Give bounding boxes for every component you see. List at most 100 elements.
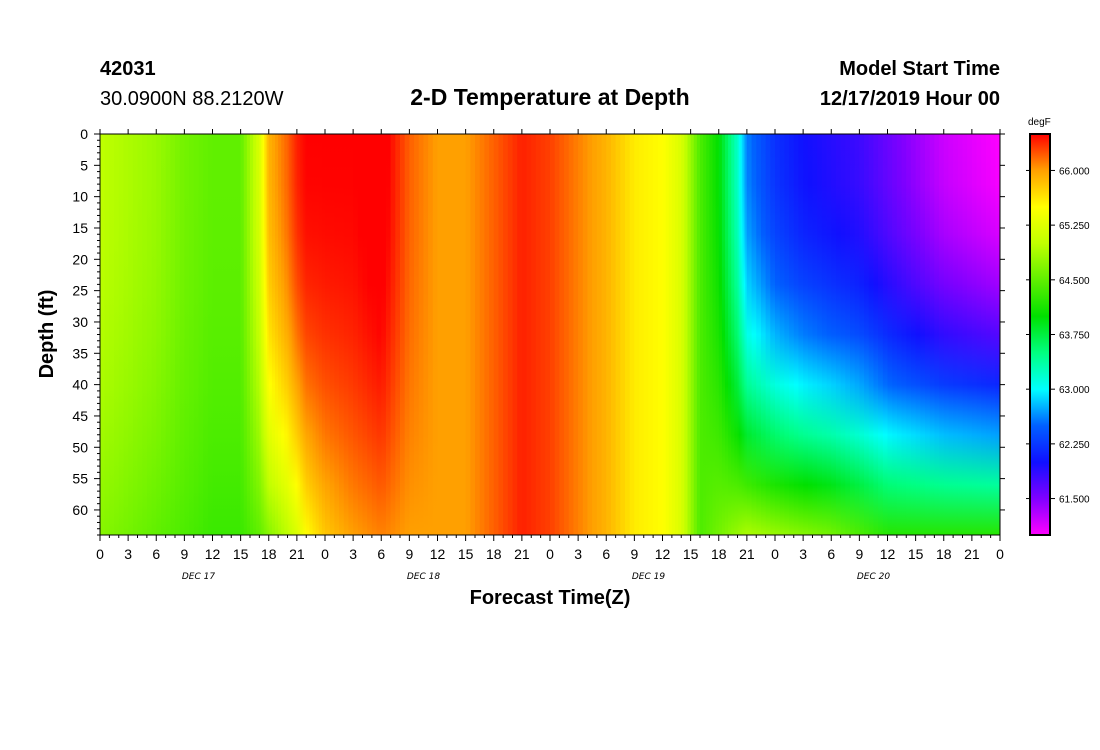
x-axis: 0 3 6 9 12 15 18 21 0 3 6 9 12 15 18 21 0 3 6 9 12 15 18 21 0 3 6 9… bbox=[96, 129, 1004, 562]
heatmap-cell bbox=[587, 134, 593, 535]
heatmap-cell bbox=[296, 134, 300, 535]
colorbar-tick-label: 62.250 bbox=[1059, 440, 1090, 451]
heatmap-cell bbox=[985, 134, 992, 535]
heatmap-cell bbox=[475, 134, 481, 535]
heatmap-cell bbox=[615, 134, 621, 535]
heatmap-cell bbox=[976, 134, 982, 535]
heatmap-cell bbox=[971, 134, 978, 535]
heatmap-cell bbox=[578, 134, 584, 535]
heatmap-cell bbox=[446, 134, 453, 535]
heatmap-cell bbox=[325, 134, 331, 535]
heatmap-cell bbox=[981, 134, 987, 535]
x-tick-label: 9 bbox=[180, 546, 188, 562]
heatmap-cell bbox=[175, 134, 181, 535]
x-tick-label: 15 bbox=[908, 546, 924, 562]
heatmap-cell bbox=[409, 134, 415, 535]
x-tick-label: 3 bbox=[349, 546, 357, 562]
heatmap-cell bbox=[742, 134, 745, 535]
heatmap-cell bbox=[601, 134, 607, 535]
y-axis: 0 5 10 15 20 25 30 35 40 45 50 55 60 bbox=[72, 126, 1005, 536]
heatmap-cell bbox=[831, 134, 837, 535]
date-label: DEC 17 bbox=[182, 572, 215, 582]
x-tick-label: 18 bbox=[936, 546, 952, 562]
heatmap-cell bbox=[268, 134, 273, 535]
x-tick-label: 3 bbox=[574, 546, 582, 562]
heatmap-cell bbox=[271, 134, 276, 535]
heatmap-cell bbox=[826, 134, 832, 535]
heatmap-cell bbox=[868, 134, 875, 535]
heatmap-cell bbox=[639, 134, 645, 535]
heatmap-cell bbox=[217, 134, 223, 535]
heatmap-cell bbox=[606, 134, 612, 535]
y-tick-label: 15 bbox=[72, 220, 88, 236]
heatmap-cell bbox=[231, 134, 237, 535]
heatmap-cell bbox=[193, 134, 200, 535]
colorbar-ticks: 61.500 62.250 63.000 63.750 64.500 65.250 66.0… bbox=[1026, 166, 1090, 506]
x-tick-label: 21 bbox=[739, 546, 755, 562]
heatmap-cell bbox=[671, 134, 676, 535]
heatmap-cell bbox=[690, 134, 695, 535]
heatmap-cell bbox=[789, 134, 795, 535]
y-axis-title: Depth (ft) bbox=[36, 290, 58, 379]
heatmap-cell bbox=[854, 134, 860, 535]
heatmap-cell bbox=[312, 134, 317, 535]
heatmap-cell bbox=[756, 134, 762, 535]
heatmap-cell bbox=[798, 134, 804, 535]
heatmap-cell bbox=[715, 134, 720, 535]
heatmap-cell bbox=[428, 134, 434, 535]
heatmap-cell bbox=[303, 134, 306, 535]
heatmap-cell bbox=[306, 134, 310, 535]
heatmap-cell bbox=[300, 134, 303, 535]
colorbar-scale bbox=[1029, 133, 1051, 536]
heatmap-cell bbox=[203, 134, 209, 535]
x-tick-label: 18 bbox=[711, 546, 727, 562]
heatmap-cell bbox=[962, 134, 968, 535]
station-location: 30.0900N 88.2120W bbox=[100, 88, 284, 110]
heatmap-cell bbox=[545, 134, 551, 535]
heatmap-cell bbox=[517, 134, 523, 535]
x-tick-label: 6 bbox=[827, 546, 835, 562]
heatmap-cell bbox=[512, 134, 518, 535]
heatmap-cell bbox=[725, 134, 729, 535]
y-tick-label: 45 bbox=[72, 408, 88, 424]
heatmap-cell bbox=[939, 134, 945, 535]
heatmap-cell bbox=[526, 134, 532, 535]
heatmap-cell bbox=[709, 134, 714, 535]
heatmap-cell bbox=[179, 134, 185, 535]
heatmap-cell bbox=[721, 134, 726, 535]
heatmap-cell bbox=[498, 134, 504, 535]
heatmap-cell bbox=[290, 134, 293, 535]
heatmap-cell bbox=[250, 134, 254, 535]
heatmap-cell bbox=[693, 134, 698, 535]
heatmap-cell bbox=[915, 134, 921, 535]
heatmap-cell bbox=[896, 134, 903, 535]
x-tick-label: 18 bbox=[486, 546, 502, 562]
heatmap-cell bbox=[404, 134, 410, 535]
heatmap-cell bbox=[521, 134, 528, 535]
heatmap-cell bbox=[934, 134, 940, 535]
heatmap-cell bbox=[779, 134, 785, 535]
heatmap-cell bbox=[390, 134, 396, 535]
heatmap-cell bbox=[484, 134, 490, 535]
heatmap-cell bbox=[770, 134, 776, 535]
heatmap-cell bbox=[990, 134, 996, 535]
heatmap-cell bbox=[442, 134, 448, 535]
heatmap-cell bbox=[334, 134, 340, 535]
heatmap-cell bbox=[156, 134, 162, 535]
y-tick-label: 30 bbox=[72, 314, 88, 330]
x-axis-title: Forecast Time(Z) bbox=[470, 587, 631, 609]
heatmap-cell bbox=[700, 134, 704, 535]
heatmap-cell bbox=[100, 134, 106, 535]
heatmap-cell bbox=[304, 134, 307, 535]
heatmap-cell bbox=[137, 134, 143, 535]
heatmap-cell bbox=[198, 134, 204, 535]
x-tick-label: 0 bbox=[546, 546, 554, 562]
heatmap-cell bbox=[240, 134, 245, 535]
heatmap-cell bbox=[146, 134, 153, 535]
colorbar-tick-label: 61.500 bbox=[1059, 495, 1090, 506]
heatmap-cell bbox=[489, 134, 495, 535]
heatmap-cell bbox=[743, 134, 746, 535]
heatmap-cell bbox=[284, 134, 289, 535]
heatmap-cell bbox=[678, 134, 682, 535]
colorbar-tick-label: 63.000 bbox=[1059, 385, 1090, 396]
